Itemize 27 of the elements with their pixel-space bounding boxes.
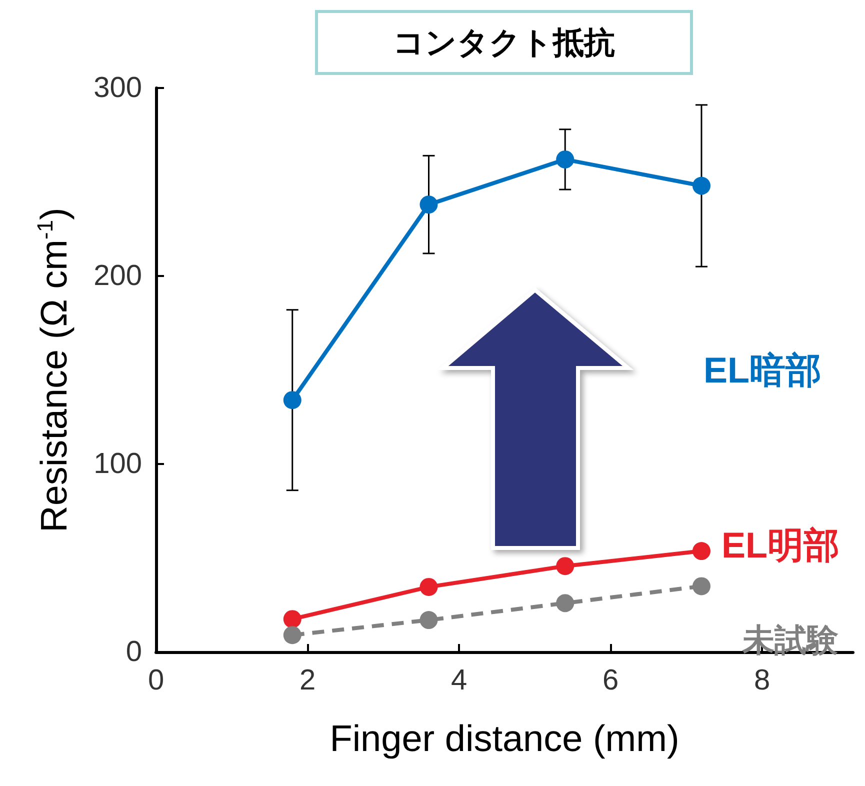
point [283, 610, 302, 628]
x-tick-label: 8 [754, 664, 770, 696]
point [556, 557, 574, 576]
point [420, 611, 438, 630]
point [420, 578, 438, 596]
x-tick-label: 4 [450, 664, 468, 696]
y-tick-label: 300 [94, 72, 142, 104]
point [556, 150, 574, 168]
point [283, 626, 302, 644]
point [692, 176, 710, 195]
x-tick-label: 0 [148, 664, 164, 696]
x-tick-label: 2 [299, 664, 316, 696]
point [692, 542, 710, 560]
y-axis-title: Resistance (Ω cm-1) [32, 208, 74, 532]
chart-title: コンタクト抵抗 [393, 25, 615, 60]
point [420, 196, 438, 214]
y-tick-label: 200 [94, 260, 142, 292]
x-tick-label: 6 [602, 664, 619, 696]
point [283, 391, 302, 410]
y-tick-label: 100 [94, 448, 142, 480]
point [556, 594, 574, 612]
x-axis-title: Finger distance (mm) [330, 718, 680, 759]
series-label: EL明部 [721, 524, 840, 566]
y-tick-label: 0 [126, 636, 142, 668]
series-label: 未試験 [741, 622, 838, 658]
text: EL暗部 [703, 349, 822, 390]
point [692, 577, 710, 596]
